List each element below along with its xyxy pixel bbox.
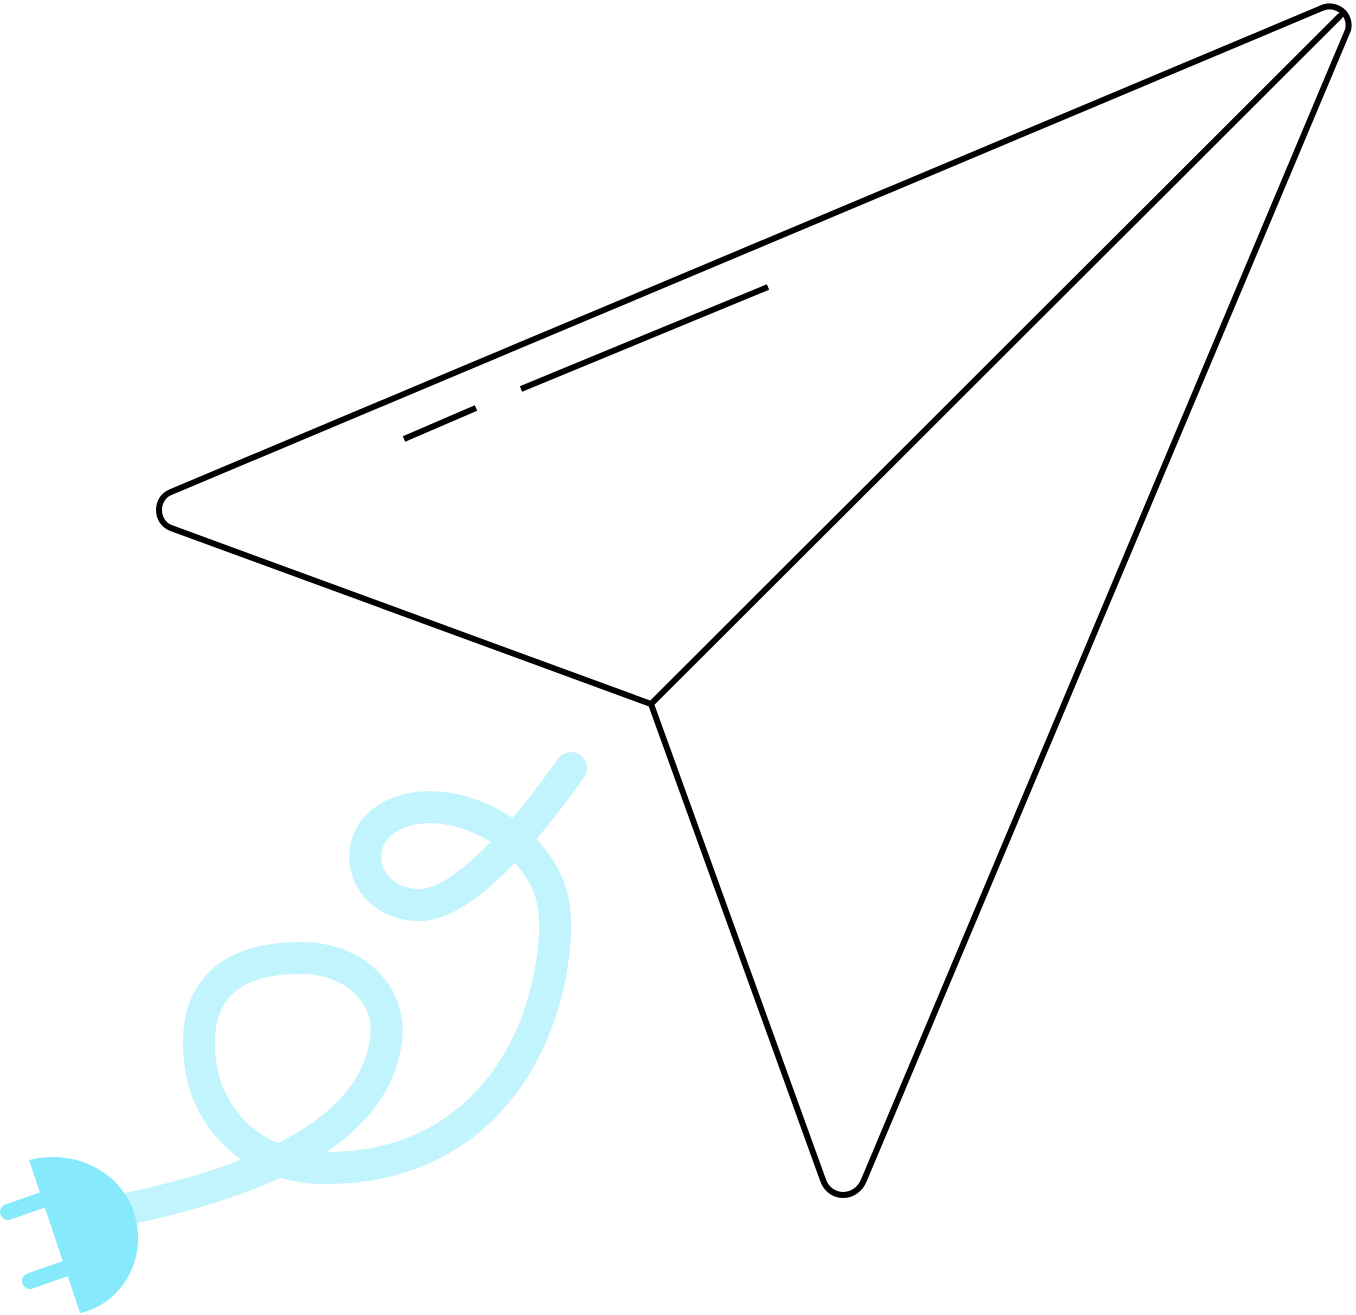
paper-plane-fold-line xyxy=(648,13,1343,707)
wing-dash-short xyxy=(402,405,478,442)
plug-prong-bottom xyxy=(22,1259,78,1289)
wing-dash-long xyxy=(519,284,770,392)
cord-line xyxy=(106,752,587,1226)
plug-prong-top xyxy=(0,1190,56,1220)
power-plug-icon xyxy=(29,1156,139,1313)
